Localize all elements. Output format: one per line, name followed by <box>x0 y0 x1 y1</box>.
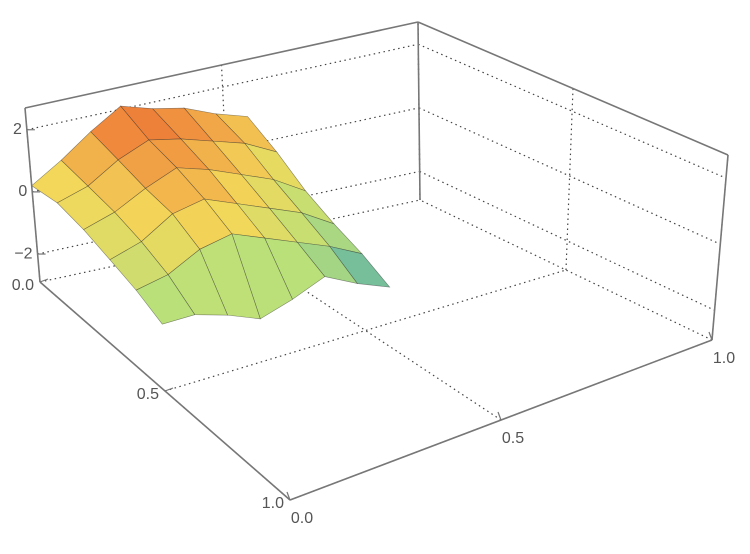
grid-line <box>26 43 419 131</box>
y-tick <box>289 496 299 501</box>
y-tick <box>164 387 174 392</box>
z-tick-label: 2 <box>13 121 22 138</box>
x-tick <box>286 491 291 501</box>
x-tick-label: 0.0 <box>291 510 313 527</box>
box-edge <box>711 154 729 341</box>
box-edge <box>24 21 419 109</box>
box-edge <box>417 21 421 201</box>
grid-line <box>565 88 574 271</box>
x-tick <box>708 331 713 341</box>
x-tick <box>497 411 502 421</box>
x-tick-label: 0.5 <box>502 430 524 447</box>
box-edge <box>417 21 729 156</box>
y-tick-label: 1.0 <box>262 495 284 512</box>
y-tick <box>39 278 49 283</box>
z-tick-label: −2 <box>14 245 32 262</box>
grid-line <box>418 107 721 245</box>
box-edge <box>24 107 41 283</box>
y-tick-label: 0.0 <box>12 277 34 294</box>
x-tick-label: 1.0 <box>713 350 735 367</box>
grid-line <box>418 43 727 179</box>
y-tick-label: 0.5 <box>137 386 159 403</box>
surface-patch <box>135 274 196 325</box>
z-tick-label: 0 <box>18 183 27 200</box>
